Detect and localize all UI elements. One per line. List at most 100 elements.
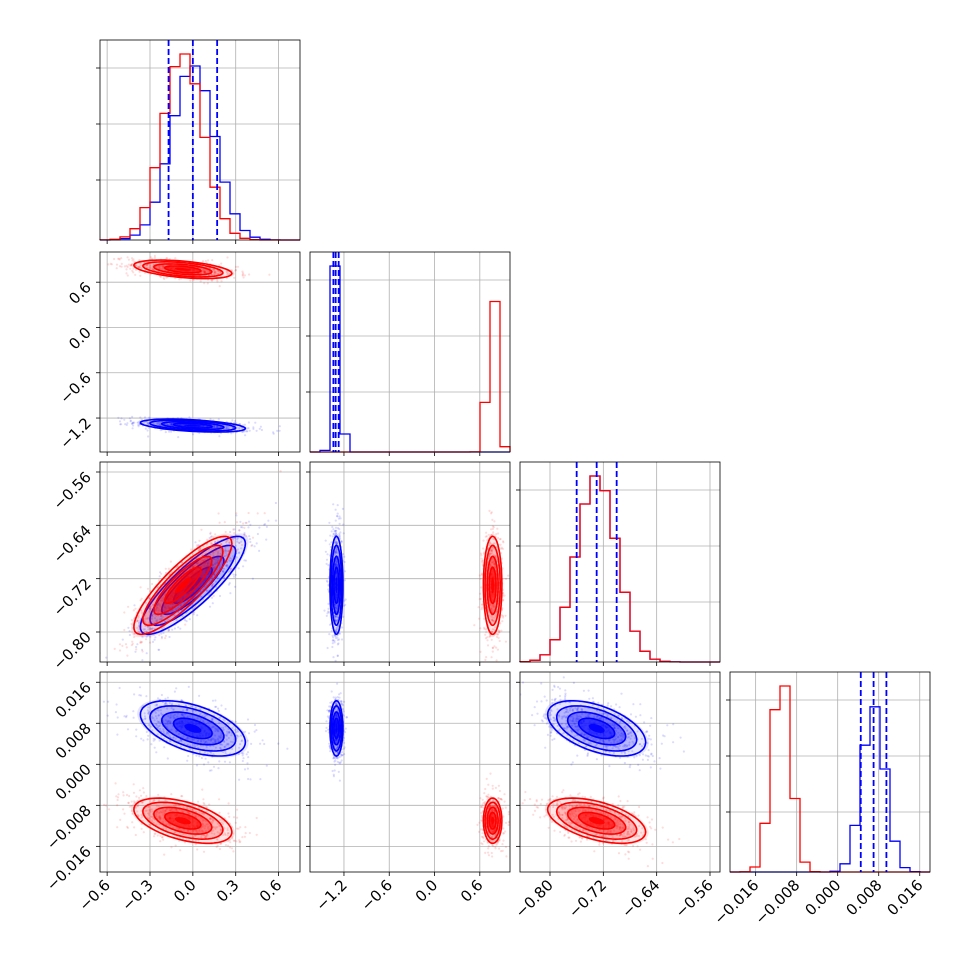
x-tick-label-p0: −0.3: [118, 876, 156, 914]
scatter-panel: [323, 503, 510, 662]
x-tick-label-p1: −0.6: [358, 876, 396, 914]
contour-line-series-1: [142, 544, 224, 627]
density-fill: [174, 267, 191, 271]
y-tick-label-p3: 0.016: [52, 678, 95, 721]
y-tick-label-p1: 0.0: [65, 324, 95, 354]
contour-line-series-0: [330, 544, 343, 627]
panel-grid: [100, 252, 300, 452]
contour-line-series-1: [555, 801, 638, 841]
density-fill: [184, 723, 202, 733]
contour-line-series-1: [153, 263, 213, 276]
contour-line-series-0: [329, 535, 344, 636]
contour-line-series-1: [486, 806, 499, 835]
x-tick-label-p1: 0.6: [457, 876, 487, 906]
x-tick-label-p1: −1.2: [312, 876, 350, 914]
x-tick-label-p0: 0.6: [256, 876, 286, 906]
scatter-panel: [107, 254, 281, 439]
y-tick-label-p3: −0.008: [43, 801, 95, 853]
x-tick-label-p0: 0.3: [213, 876, 243, 906]
panel-grid: [310, 672, 510, 872]
contour-line-series-0: [172, 422, 213, 429]
contour-line-series-0: [139, 418, 247, 433]
density-fill: [588, 817, 605, 825]
contour-line-series-0: [149, 419, 237, 432]
scatter-panel: [100, 470, 282, 662]
x-tick-label-p3: 0.008: [842, 876, 885, 919]
x-tick-label-p1: 0.0: [412, 876, 442, 906]
y-tick-label-p2: −0.80: [50, 628, 95, 673]
contour-line-series-0: [149, 544, 237, 627]
x-tick-label-p3: 0.016: [883, 876, 926, 919]
contour-line-series-1: [566, 806, 627, 835]
contour-line-series-0: [149, 705, 237, 752]
contour-line-series-0: [172, 717, 213, 740]
histogram-series-1: [99, 53, 300, 241]
histogram-frame: [99, 39, 301, 241]
scatter-frame: [99, 461, 301, 663]
contour-line-series-1: [577, 811, 616, 830]
contour-line-series-1: [142, 261, 224, 278]
contour-line-series-0: [331, 555, 341, 616]
panel-grid: [730, 672, 930, 872]
contour-line-series-1: [153, 806, 213, 835]
x-tick-label-p0: −0.6: [75, 876, 113, 914]
scatter-panel: [520, 676, 686, 868]
contour-line-series-1: [484, 801, 501, 841]
contour-line-series-0: [331, 711, 341, 746]
density-fill: [335, 577, 338, 594]
density-fill: [491, 817, 495, 825]
x-tick-label-p0: 0.0: [170, 876, 200, 906]
contour-line-series-0: [577, 717, 616, 740]
contour-line-series-1: [153, 555, 213, 616]
contour-line-series-1: [486, 555, 499, 616]
scatter-frame: [99, 251, 301, 453]
contour-line-series-1: [482, 797, 503, 845]
y-tick-label-p3: 0.000: [52, 760, 95, 803]
contour-line-series-1: [488, 566, 497, 605]
x-tick-label-p2: −0.72: [565, 876, 610, 921]
contour-line-series-0: [566, 711, 627, 746]
contour-line-series-1: [133, 535, 233, 636]
y-tick-label-p1: −1.2: [56, 414, 94, 452]
contour-line-series-1: [546, 797, 647, 845]
contour-line-series-1: [482, 535, 503, 636]
histogram-frame: [729, 671, 931, 873]
scatter-frame: [519, 671, 721, 873]
contour-line-series-0: [546, 700, 647, 757]
density-fill: [184, 424, 202, 427]
contour-line-series-1: [133, 797, 233, 845]
contour-line-series-0: [329, 699, 344, 757]
x-tick-label-p2: −0.64: [618, 876, 663, 921]
histogram-frame: [519, 461, 721, 663]
panel-grid: [100, 672, 300, 872]
x-tick-label-p3: −0.008: [752, 876, 804, 928]
density-fill: [491, 577, 495, 594]
histogram-frame: [309, 251, 511, 453]
panel-grid: [310, 252, 510, 452]
contour-line-series-0: [330, 704, 343, 752]
scatter-frame: [99, 671, 301, 873]
x-tick-label-p3: −0.016: [710, 876, 762, 928]
panel-grid: [520, 672, 720, 872]
contour-line-series-1: [164, 265, 202, 274]
y-tick-label-p2: −0.64: [50, 521, 95, 566]
contour-line-series-0: [139, 535, 247, 636]
contour-line-series-1: [164, 811, 202, 830]
y-tick-label-p3: −0.016: [43, 842, 95, 894]
x-tick-label-p2: −0.80: [512, 876, 557, 921]
density-fill: [335, 723, 338, 733]
contour-line-series-0: [555, 705, 638, 752]
contour-line-series-1: [142, 801, 224, 841]
panel-grid: [520, 462, 720, 662]
contour-line-series-0: [160, 711, 225, 746]
density-fill: [174, 817, 191, 825]
contour-line-series-0: [160, 421, 225, 431]
contour-line-series-0: [333, 717, 340, 740]
contour-line-series-1: [488, 811, 497, 830]
scatter-panel: [102, 685, 289, 856]
x-tick-label-p3: 0.000: [801, 876, 844, 919]
contour-line-series-0: [139, 700, 247, 757]
y-tick-label-p3: 0.008: [52, 719, 95, 762]
contour-line-series-1: [164, 566, 202, 605]
